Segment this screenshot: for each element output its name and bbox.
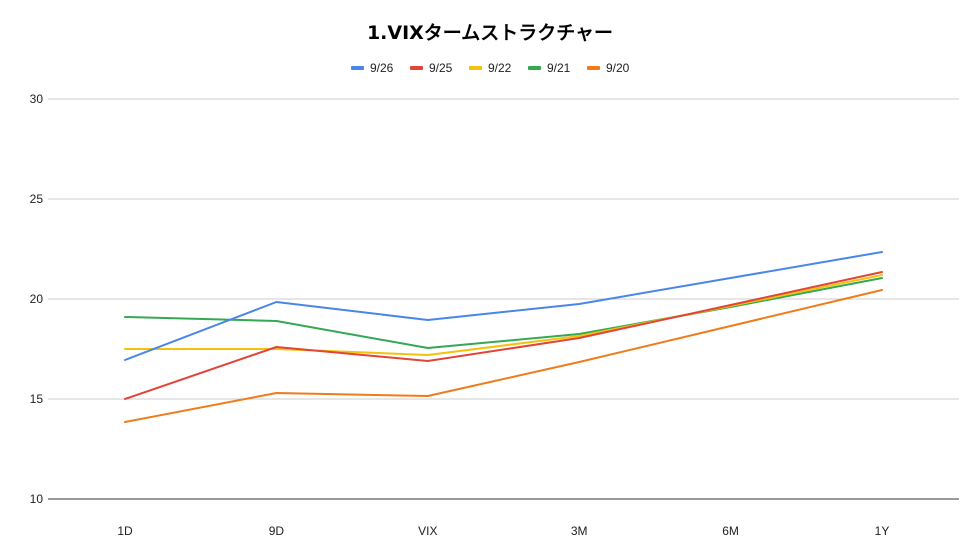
legend: 9/26 9/25 9/22 9/21 9/20	[351, 61, 630, 75]
legend-label: 9/20	[606, 61, 630, 75]
x-axis-ticks: 1D 9D VIX 3M 6M 1Y	[117, 524, 889, 538]
legend-item[interactable]: 9/26	[351, 61, 394, 75]
legend-label: 9/22	[488, 61, 512, 75]
series-lines	[124, 251, 883, 423]
y-tick-label: 15	[30, 392, 44, 406]
legend-swatch	[410, 66, 423, 70]
legend-swatch	[587, 66, 600, 70]
y-tick-label: 20	[30, 292, 44, 306]
series-line-9-25	[124, 271, 883, 400]
x-tick-label: 1D	[117, 524, 133, 538]
x-tick-label: 9D	[269, 524, 285, 538]
series-line-9-26	[124, 251, 883, 361]
y-tick-label: 30	[30, 92, 44, 106]
y-axis-ticks: 10 15 20 25 30	[30, 92, 44, 506]
legend-swatch	[469, 66, 482, 70]
legend-item[interactable]: 9/25	[410, 61, 453, 75]
legend-label: 9/21	[547, 61, 571, 75]
y-tick-label: 10	[30, 492, 44, 506]
series-line-9-21	[124, 277, 883, 349]
series-line-9-20	[124, 289, 883, 423]
legend-item[interactable]: 9/20	[587, 61, 630, 75]
legend-swatch	[528, 66, 541, 70]
x-tick-label: VIX	[418, 524, 437, 538]
legend-label: 9/25	[429, 61, 453, 75]
x-tick-label: 1Y	[875, 524, 890, 538]
legend-swatch	[351, 66, 364, 70]
grid-lines	[48, 98, 959, 500]
legend-item[interactable]: 9/22	[469, 61, 512, 75]
legend-label: 9/26	[370, 61, 394, 75]
series-line-9-22	[124, 274, 883, 356]
legend-item[interactable]: 9/21	[528, 61, 571, 75]
x-tick-label: 3M	[571, 524, 588, 538]
x-tick-label: 6M	[722, 524, 739, 538]
y-tick-label: 25	[30, 192, 44, 206]
chart-title: 1.VIXタームストラクチャー	[367, 22, 613, 44]
